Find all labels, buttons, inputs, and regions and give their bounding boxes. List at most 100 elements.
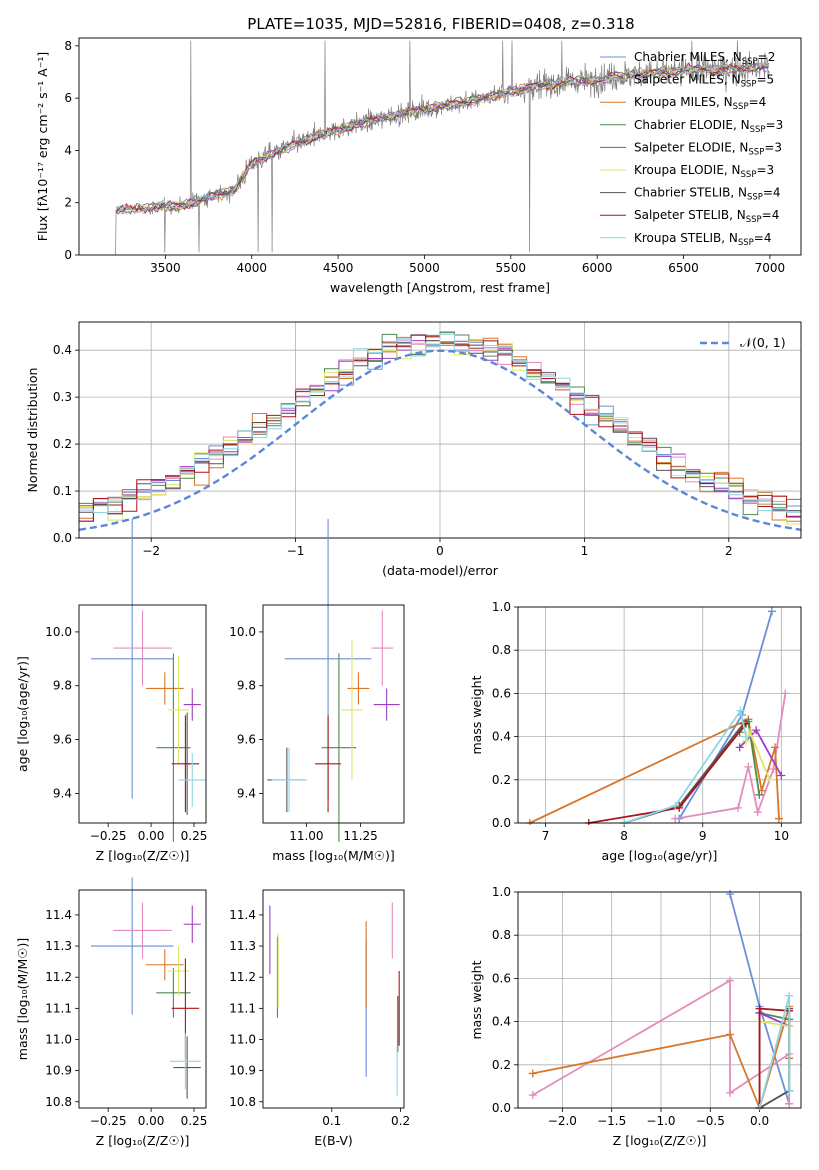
point-marker: [735, 743, 744, 752]
lines-layer: [525, 607, 790, 825]
legend-entry: Chabrier ELODIE, NSSP=3: [634, 118, 783, 135]
y-tick-label: 11.1: [45, 1001, 72, 1015]
y-tick-label: 8: [64, 39, 72, 53]
point-marker: [741, 732, 750, 741]
axes-age-vs-Z: −0.25 0.00 0.25 9.4 9.6 9.8 10.0 Z [log₁₀(Z/Z☉)…: [15, 518, 208, 863]
point-marker: [774, 814, 783, 823]
spectrum-layer: [113, 40, 770, 255]
x-tick-label: 0.25: [181, 1114, 208, 1128]
axes-frame: [78, 37, 802, 256]
y-tick-label: 2: [64, 196, 72, 210]
axes-residuals: −2 −1 0 1 2 0.0 0.1 0.2 0.3 0.4 (data-model)/error…: [25, 321, 802, 578]
point-marker: [767, 607, 776, 616]
x-tick-label: 11.00: [289, 829, 323, 843]
point-marker: [781, 689, 790, 698]
axes-age-vs-mass: 11.00 11.25 9.4 9.6 9.8 10.0 mass [log₁₀(M/M☉)…: [229, 518, 405, 863]
x-tick-label: 11.25: [343, 829, 377, 843]
legend-entry: Kroupa STELIB, NSSP=4: [634, 231, 772, 248]
x-axis-label: Z [log₁₀(Z/Z☉)]: [613, 1133, 707, 1148]
y-tick-label: 10.8: [229, 1095, 256, 1109]
y-tick-label: 1.0: [492, 600, 511, 614]
y-tick-label: 11.0: [229, 1032, 256, 1046]
y-tick-label: 0.8: [492, 928, 511, 942]
point-marker: [785, 1086, 794, 1095]
x-axis-label: age [log₁₀(age/yr)]: [602, 848, 718, 863]
errorbar-point: [91, 877, 174, 1015]
errorbar-point: [171, 715, 200, 813]
y-tick-label: 11.0: [45, 1032, 72, 1046]
axes-frame: [78, 889, 207, 1109]
y-tick-label: 11.2: [45, 970, 72, 984]
x-tick-label: 0.00: [138, 1114, 165, 1128]
y-tick-label: 9.4: [237, 786, 256, 800]
x-axis-label: (data-model)/error: [382, 563, 499, 578]
y-tick-label: 10.0: [229, 625, 256, 639]
x-tick-label: 8: [620, 829, 628, 843]
x-tick-label: 6000: [582, 261, 613, 275]
point-marker: [726, 890, 735, 899]
errorbar-point: [113, 902, 172, 959]
y-axis-label: mass [log₁₀(M/M☉)]: [15, 938, 30, 1060]
point-marker: [755, 790, 764, 799]
legend-entry: Kroupa ELODIE, NSSP=3: [634, 163, 774, 180]
point-marker: [785, 991, 794, 1000]
errorbar-point: [341, 639, 363, 780]
y-tick-label: 0.8: [492, 643, 511, 657]
errorbar-point: [145, 949, 184, 981]
axes-frame: [262, 889, 405, 1109]
y-tick-label: 10.8: [45, 1095, 72, 1109]
model-chabrier-miles: [115, 62, 770, 215]
x-tick-label: 0: [436, 544, 444, 558]
x-tick-label: 1: [581, 544, 589, 558]
y-tick-label: 0.6: [492, 971, 511, 985]
y-tick-label: 1.0: [492, 885, 511, 899]
point-marker: [755, 1004, 764, 1013]
errorbar-point: [183, 688, 201, 721]
errorbar-point: [315, 715, 342, 813]
y-tick-label: 9.8: [237, 679, 256, 693]
point-marker: [726, 976, 735, 985]
point-marker: [777, 771, 786, 780]
axes-weight-vs-Z: −2.0 −1.5 −1.0 −0.5 0.0 0.0 0.2 0.4 0.6 0.8 1.0 Z […: [469, 885, 802, 1148]
x-tick-label: 0.25: [181, 829, 208, 843]
axes-mass-vs-ebv: 0.1 0.2 10.8 10.9 11.0 11.1 11.2 11.3 11.4 E(B-V): [229, 889, 410, 1148]
errorbar-point: [183, 905, 201, 943]
y-tick-label: 10.9: [45, 1064, 72, 1078]
y-tick-label: 11.2: [229, 970, 256, 984]
point-marker: [745, 728, 754, 737]
y-tick-label: 10.0: [45, 625, 72, 639]
axes-frame: [517, 606, 802, 824]
y-tick-label: 11.1: [229, 1001, 256, 1015]
errorbar-point: [113, 610, 172, 686]
x-tick-label: 5000: [409, 261, 440, 275]
point-marker: [671, 814, 680, 823]
point-marker: [528, 1069, 537, 1078]
x-axis-label: mass [log₁₀(M/M☉)]: [272, 848, 394, 863]
x-tick-label: 4500: [323, 261, 354, 275]
x-axis-label: Z [log₁₀(Z/Z☉)]: [96, 1133, 190, 1148]
x-axis-label: Z [log₁₀(Z/Z☉)]: [96, 848, 190, 863]
point-marker: [528, 1091, 537, 1100]
x-tick-label: 5500: [496, 261, 527, 275]
errorbar-point: [373, 688, 400, 721]
y-tick-label: 9.4: [53, 786, 72, 800]
point-marker: [753, 808, 762, 817]
y-tick-label: 0.2: [492, 773, 511, 787]
axes-spectrum: 3500 4000 4500 5000 5500 6000 6500 7000 0 2 4 6 8 wav…: [35, 37, 802, 295]
errorbar-point: [178, 753, 206, 807]
x-tick-label: −1.5: [597, 1114, 626, 1128]
y-tick-label: 0: [64, 248, 72, 262]
y-tick-label: 0.4: [53, 343, 72, 357]
x-tick-label: −2: [142, 544, 160, 558]
y-tick-label: 0.1: [53, 484, 72, 498]
x-tick-label: −0.25: [90, 1114, 127, 1128]
model-chabrier-stelib: [115, 64, 770, 215]
y-tick-label: 11.3: [45, 939, 72, 953]
y-tick-label: 10.9: [229, 1064, 256, 1078]
errorbar-point: [321, 653, 357, 842]
point-marker: [765, 775, 774, 784]
normal-curve: [79, 349, 801, 531]
y-axis-label: Flux [fλ10⁻¹⁷ erg cm⁻² s⁻¹ A⁻¹]: [35, 52, 50, 241]
x-tick-label: 0.0: [750, 1114, 769, 1128]
